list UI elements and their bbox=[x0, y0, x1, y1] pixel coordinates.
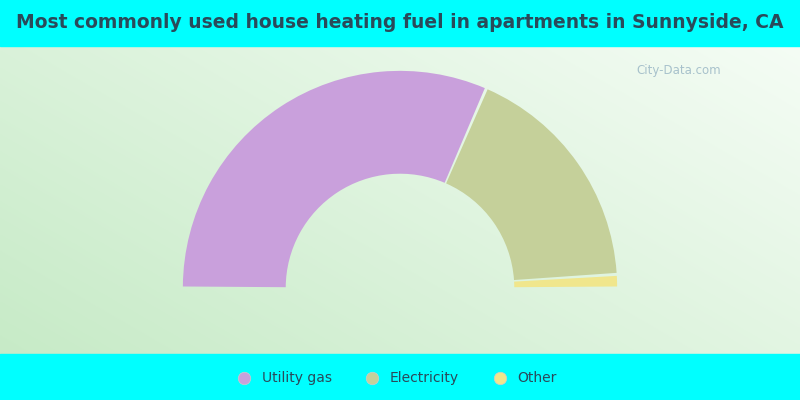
Text: Utility gas: Utility gas bbox=[262, 371, 332, 385]
Bar bbox=[0, 0, 800, 46]
Text: Electricity: Electricity bbox=[390, 371, 458, 385]
Text: Other: Other bbox=[518, 371, 557, 385]
Wedge shape bbox=[514, 276, 617, 287]
Bar bbox=[0, 354, 800, 400]
Text: City-Data.com: City-Data.com bbox=[636, 64, 721, 77]
Wedge shape bbox=[446, 89, 617, 280]
Wedge shape bbox=[183, 71, 485, 287]
Text: Most commonly used house heating fuel in apartments in Sunnyside, CA: Most commonly used house heating fuel in… bbox=[16, 14, 784, 32]
